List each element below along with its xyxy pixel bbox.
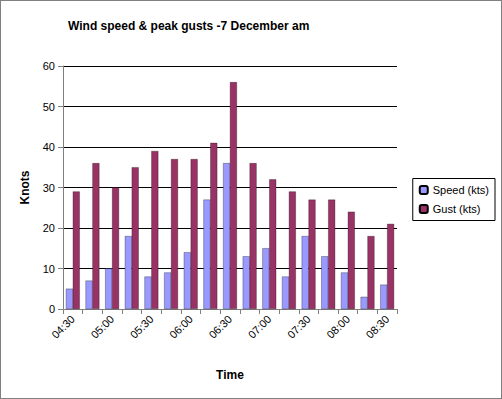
svg-text:60: 60 bbox=[43, 60, 55, 72]
svg-text:06:00: 06:00 bbox=[167, 313, 195, 341]
svg-text:Speed (kts): Speed (kts) bbox=[433, 184, 489, 196]
svg-text:07:00: 07:00 bbox=[246, 313, 274, 341]
svg-text:06:30: 06:30 bbox=[206, 313, 234, 341]
svg-text:20: 20 bbox=[43, 222, 55, 234]
svg-text:10: 10 bbox=[43, 263, 55, 275]
svg-text:08:30: 08:30 bbox=[363, 313, 391, 341]
svg-text:50: 50 bbox=[43, 101, 55, 113]
svg-text:40: 40 bbox=[43, 141, 55, 153]
svg-text:Knots: Knots bbox=[18, 170, 32, 204]
svg-text:05:30: 05:30 bbox=[128, 313, 156, 341]
svg-text:30: 30 bbox=[43, 182, 55, 194]
svg-text:Gust (kts): Gust (kts) bbox=[433, 203, 481, 215]
svg-text:0: 0 bbox=[49, 303, 55, 315]
svg-text:05:00: 05:00 bbox=[88, 313, 116, 341]
svg-text:Time: Time bbox=[216, 368, 244, 382]
svg-text:Wind speed & peak gusts -7 Dec: Wind speed & peak gusts -7 December am bbox=[68, 19, 309, 33]
svg-text:08:00: 08:00 bbox=[324, 313, 352, 341]
svg-text:04:30: 04:30 bbox=[49, 313, 77, 341]
svg-text:07:30: 07:30 bbox=[285, 313, 313, 341]
